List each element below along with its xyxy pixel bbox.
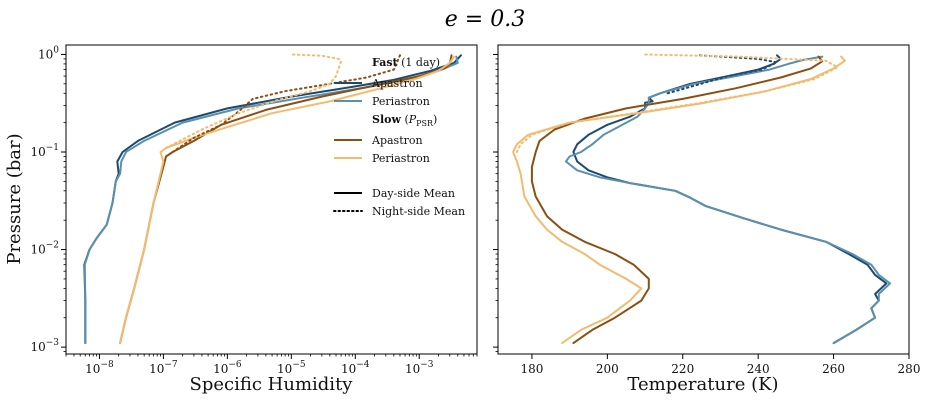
left-y-tick-label: 10−2 [30,241,59,257]
legend-fast-periastron-label: Periastron [372,95,430,108]
right-x-tick-label: 240 [747,362,770,376]
legend-day-side-label: Day-side Mean [372,187,455,200]
legend-slow-p: P [408,113,417,126]
right-x-tick-label: 220 [671,362,694,376]
legend-slow-paren-open: ( [404,113,408,126]
right-panel: 180 200 220 240 260 280 Temperature (K) [493,44,920,395]
legend-slow-paren-close: ) [433,113,437,126]
left-y-tick-label: 100 [38,45,59,61]
right-x-ticks: 180 200 220 240 260 280 [520,354,920,376]
left-series-group [83,53,462,345]
right-series-slow-apastron-day-side-mean [530,55,824,345]
right-series-fast-periastron-day-side-mean [564,55,892,345]
right-series-group [512,53,892,345]
left-x-axis-label: Specific Humidity [190,374,354,395]
left-series-slow-apastron-night-side-mean [171,54,401,153]
right-plot-frame [497,44,910,355]
left-x-tick-label: 10−8 [85,360,114,376]
legend-slow-apastron-label: Apastron [371,134,423,147]
left-y-ticks: 10−3 10−2 10−1 100 [30,45,66,354]
right-y-ticks [493,53,498,352]
right-x-tick-label: 260 [822,362,845,376]
left-y-axis-label: Pressure (bar) [4,133,25,264]
legend-slow-title: Slow [372,113,401,126]
left-x-tick-label: 10−3 [405,360,434,376]
legend-fast-header: Fast (1 day) [372,56,440,69]
left-panel: 10−8 10−7 10−6 10−5 10−4 10−3 10−3 10−2 10−1 100… [4,44,478,395]
left-y-tick-label: 10−1 [30,143,59,159]
legend: Fast (1 day) Apastron Periastron Slow (P… [333,56,465,218]
legend-night-side-label: Night-side Mean [372,205,465,218]
legend-slow-psr: PSR [416,119,434,128]
right-x-axis-label: Temperature (K) [627,374,778,395]
left-x-tick-label: 10−6 [213,360,242,376]
left-series-slow-periastron-night-side-mean [165,53,343,149]
legend-slow-header: Slow (PPSR) [372,113,437,128]
left-x-ticks: 10−8 10−7 10−6 10−5 10−4 10−3 [65,354,478,376]
legend-fast-title: Fast [372,56,399,69]
legend-slow-periastron-label: Periastron [372,152,430,165]
left-x-tick-label: 10−7 [149,360,178,376]
right-x-tick-label: 280 [898,362,921,376]
legend-fast-apastron-label: Apastron [371,77,423,90]
right-series-slow-periastron-night-side-mean [515,53,839,153]
left-y-tick-label: 10−3 [30,338,59,354]
legend-fast-subtitle: (1 day) [401,56,440,69]
left-x-tick-label: 10−4 [341,360,370,376]
right-x-tick-label: 180 [520,362,543,376]
figure-title: e = 0.3 [445,7,525,32]
left-plot-frame [65,44,478,355]
left-x-tick-label: 10−5 [277,360,306,376]
right-x-tick-label: 200 [596,362,619,376]
